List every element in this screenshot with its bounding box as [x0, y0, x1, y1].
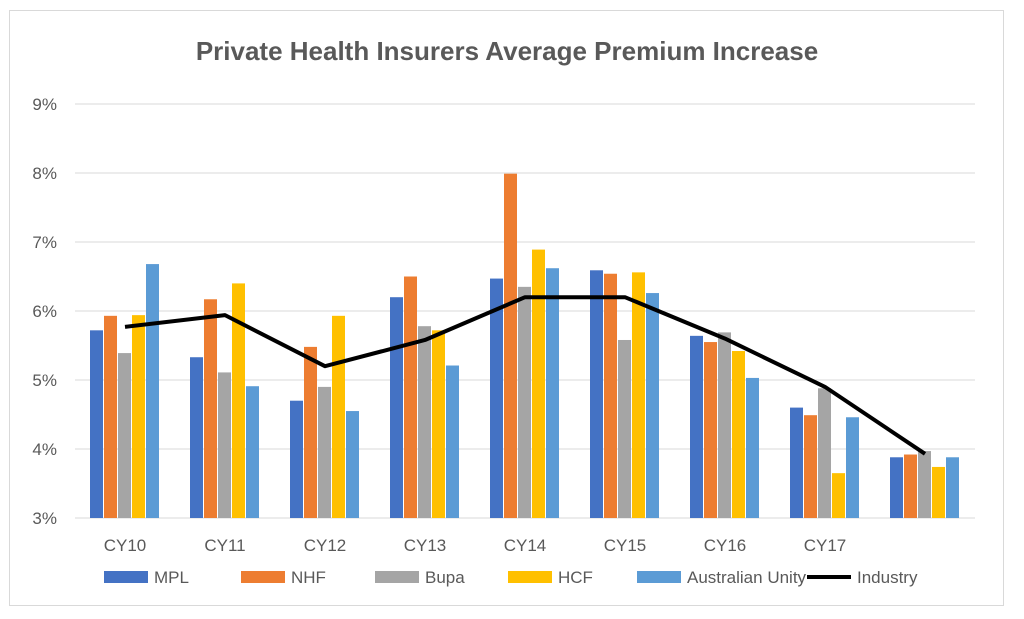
- x-tick-label: CY14: [504, 536, 547, 555]
- legend-label: HCF: [558, 568, 593, 587]
- bar-bupa: [118, 353, 131, 518]
- bar-bupa: [318, 386, 331, 518]
- bar-australian-unity: [646, 293, 659, 518]
- x-tick-label: CY17: [804, 536, 847, 555]
- y-tick-label: 8%: [32, 164, 57, 183]
- bar-mpl: [490, 278, 503, 518]
- bar-nhf: [804, 415, 817, 518]
- bar-mpl: [790, 407, 803, 518]
- bar-mpl: [90, 330, 103, 518]
- bar-bupa: [418, 326, 431, 518]
- chart-title: Private Health Insurers Average Premium …: [196, 36, 818, 66]
- bar-hcf: [132, 315, 145, 518]
- bar-bupa: [818, 388, 831, 518]
- bar-nhf: [604, 273, 617, 518]
- bar-hcf: [832, 473, 845, 518]
- x-axis-ticks: CY10 CY11 CY12 CY13 CY14 CY15 CY16 CY17: [104, 536, 847, 555]
- x-tick-label: CY11: [204, 536, 245, 555]
- legend-swatch: [104, 571, 148, 583]
- bar-australian-unity: [946, 457, 959, 518]
- bar-mpl: [290, 400, 303, 518]
- legend-label: Australian Unity: [687, 568, 807, 587]
- industry-line-group: [124, 295, 927, 456]
- x-tick-label: CY16: [704, 536, 747, 555]
- industry-line: [124, 295, 927, 456]
- bar-bupa: [618, 339, 631, 518]
- x-tick-label: CY13: [404, 536, 447, 555]
- bar-nhf: [404, 276, 417, 518]
- bar-nhf: [304, 346, 317, 518]
- legend-label: MPL: [154, 568, 189, 587]
- legend-swatch: [241, 571, 285, 583]
- x-tick-label: CY15: [604, 536, 647, 555]
- y-tick-label: 6%: [32, 302, 57, 321]
- legend-label: NHF: [291, 568, 326, 587]
- bar-mpl: [190, 357, 203, 518]
- bar-hcf: [532, 249, 545, 518]
- bar-hcf: [332, 315, 345, 518]
- bar-australian-unity: [146, 264, 159, 518]
- y-tick-label: 7%: [32, 233, 57, 252]
- bar-nhf: [204, 299, 217, 518]
- bar-mpl: [590, 270, 603, 518]
- x-tick-label: CY12: [304, 536, 347, 555]
- bars: [90, 173, 959, 518]
- bar-mpl: [890, 457, 903, 518]
- bar-bupa: [718, 332, 731, 518]
- bar-hcf: [432, 330, 445, 518]
- legend-swatch: [637, 571, 681, 583]
- legend-swatch: [375, 571, 419, 583]
- y-tick-label: 4%: [32, 440, 57, 459]
- bar-australian-unity: [346, 411, 359, 518]
- bar-australian-unity: [246, 386, 259, 518]
- bar-australian-unity: [846, 417, 859, 518]
- legend-label: Bupa: [425, 568, 465, 587]
- x-tick-label: CY10: [104, 536, 147, 555]
- y-axis-ticks: 3% 4% 5% 6% 7% 8% 9%: [32, 95, 57, 528]
- bar-australian-unity: [446, 365, 459, 518]
- legend-label: Industry: [857, 568, 918, 587]
- bar-nhf: [904, 454, 917, 518]
- bar-bupa: [518, 286, 531, 518]
- bar-hcf: [732, 351, 745, 518]
- bar-bupa: [218, 372, 231, 518]
- bar-bupa: [918, 451, 931, 518]
- bar-nhf: [704, 342, 717, 518]
- bar-australian-unity: [546, 268, 559, 518]
- bar-hcf: [632, 272, 645, 518]
- bar-mpl: [690, 335, 703, 518]
- bar-australian-unity: [746, 377, 759, 518]
- bar-hcf: [932, 466, 945, 518]
- bar-nhf: [104, 315, 117, 518]
- legend-swatch: [508, 571, 552, 583]
- y-tick-label: 3%: [32, 509, 57, 528]
- bar-nhf: [504, 173, 517, 518]
- y-tick-label: 5%: [32, 371, 57, 390]
- legend: MPL NHF Bupa HCF Australian Unity Industry: [104, 568, 918, 587]
- bar-mpl: [390, 297, 403, 518]
- bar-hcf: [232, 283, 245, 518]
- y-tick-label: 9%: [32, 95, 57, 114]
